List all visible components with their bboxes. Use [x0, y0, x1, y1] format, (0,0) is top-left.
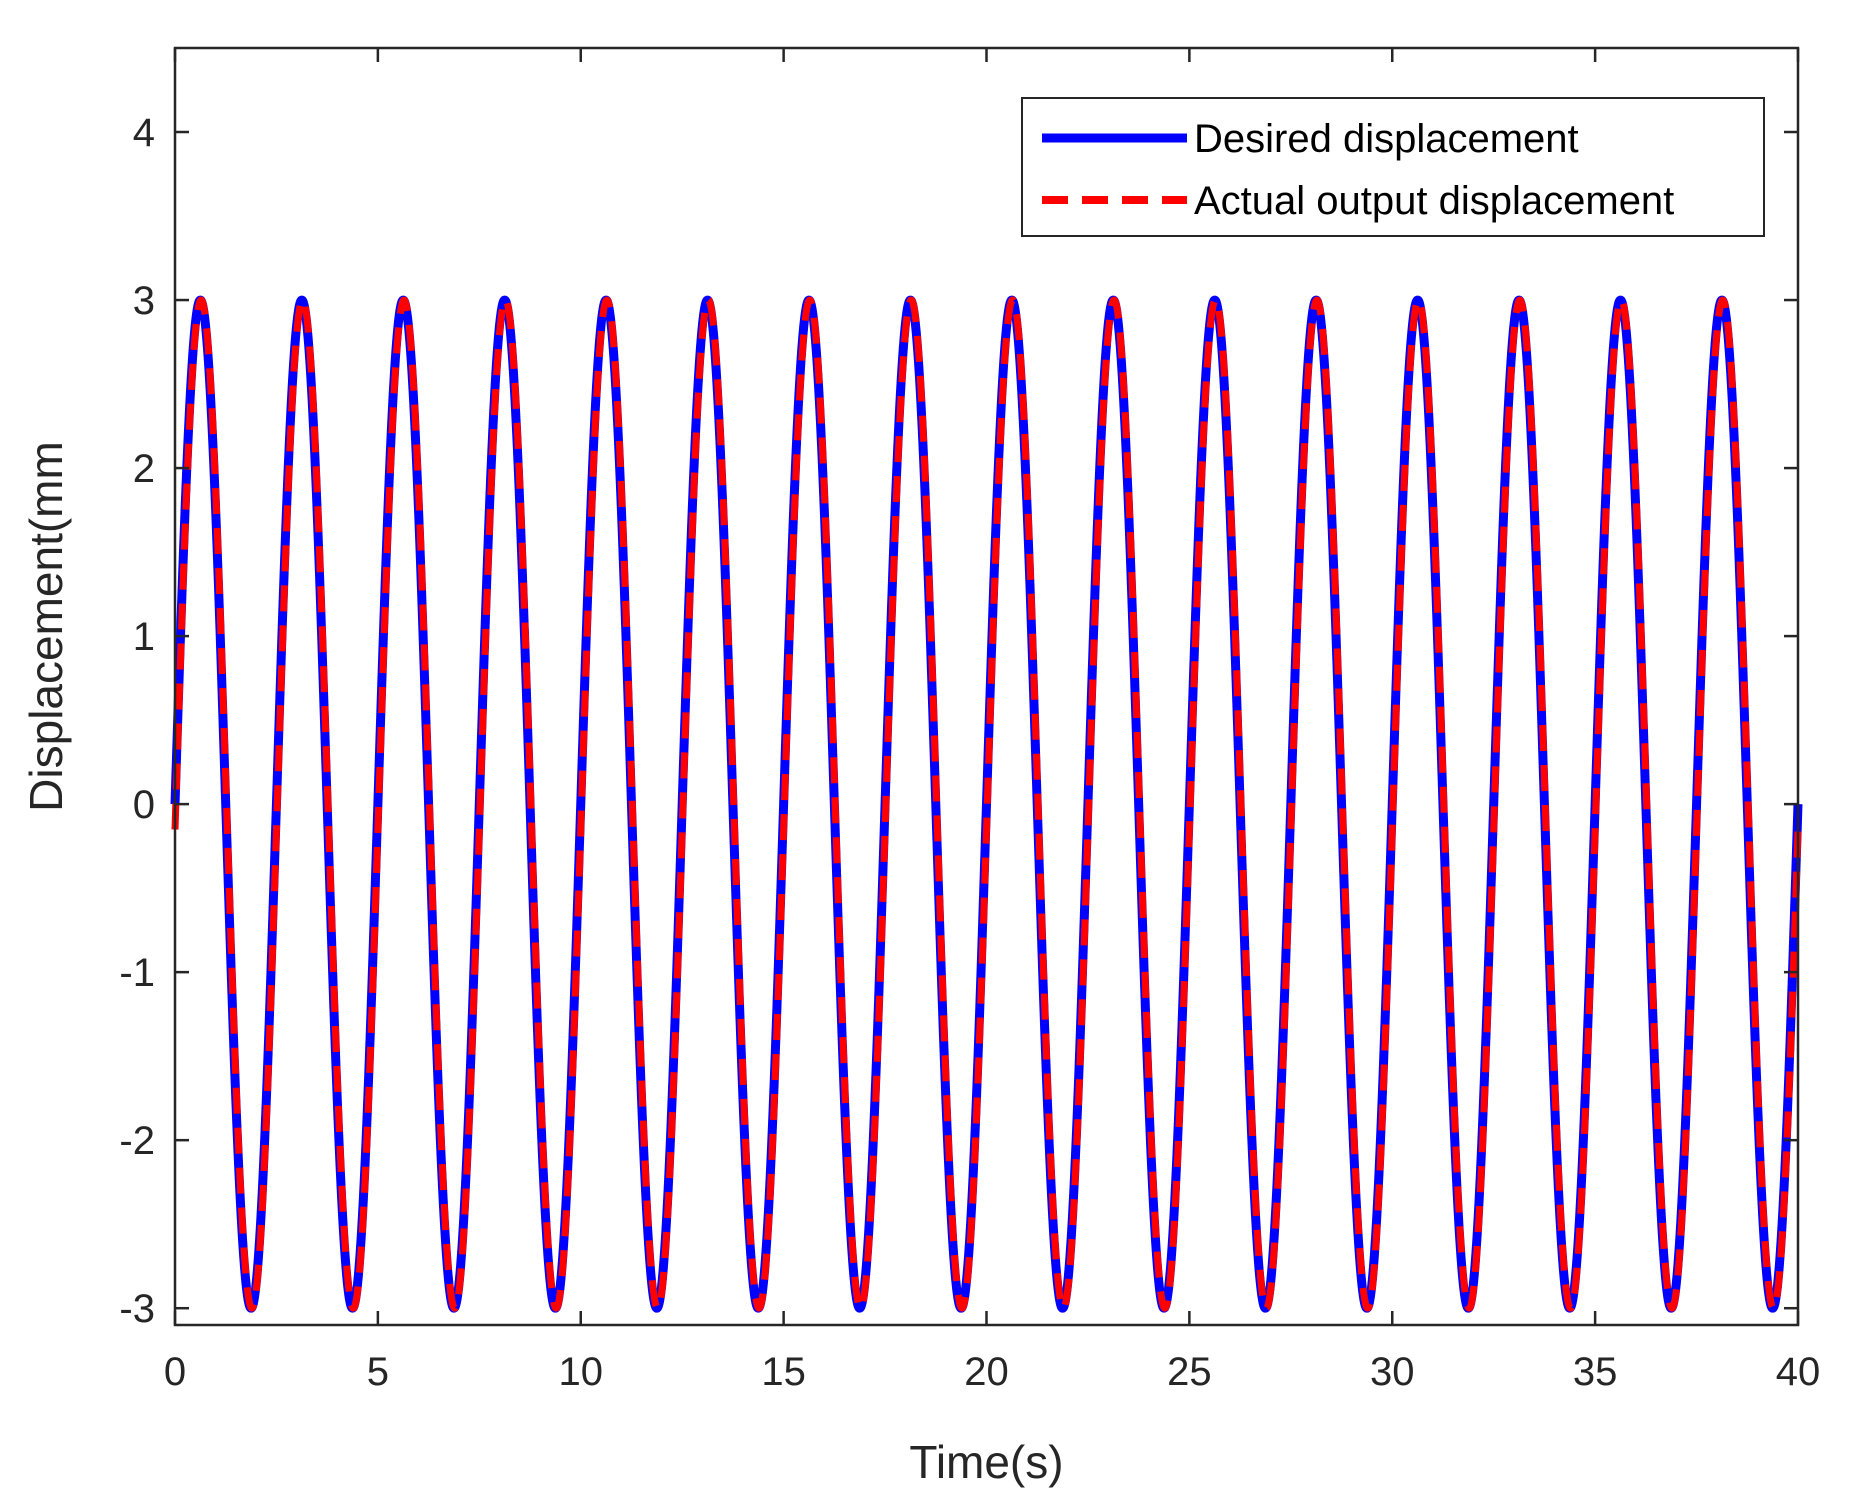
x-tick-label: 5	[367, 1350, 389, 1394]
x-tick-label: 25	[1167, 1350, 1212, 1394]
y-tick-label: 3	[133, 279, 155, 323]
x-tick-label: 30	[1370, 1350, 1415, 1394]
legend-label-actual: Actual output displacement	[1194, 179, 1674, 223]
x-tick-label: 40	[1776, 1350, 1821, 1394]
x-tick-label: 0	[164, 1350, 186, 1394]
ticks-layer: 0 5 10 15 20 25 30 35 40 -3 -2 -1 0 1 2 3 4	[119, 48, 1820, 1394]
x-tick-label: 10	[559, 1350, 604, 1394]
x-tick-label: 35	[1573, 1350, 1618, 1394]
y-axis-title: Displacement(mm	[20, 441, 72, 812]
y-tick-label: -1	[119, 951, 155, 995]
series-line-actual	[171, 296, 1802, 1312]
legend: Desired displacement Actual output displ…	[1021, 97, 1765, 237]
y-tick-label: 1	[133, 615, 155, 659]
legend-box	[1021, 97, 1765, 237]
y-tick-label: 4	[133, 111, 155, 155]
legend-label-desired: Desired displacement	[1194, 117, 1579, 161]
x-tick-label: 15	[761, 1350, 806, 1394]
y-tick-label: -2	[119, 1119, 155, 1163]
y-tick-label: 0	[133, 783, 155, 827]
x-axis-title: Time(s)	[909, 1436, 1063, 1488]
y-tick-label: -3	[119, 1287, 155, 1331]
x-tick-label: 20	[964, 1350, 1009, 1394]
series-layer	[170, 295, 1803, 1313]
y-tick-label: 2	[133, 447, 155, 491]
